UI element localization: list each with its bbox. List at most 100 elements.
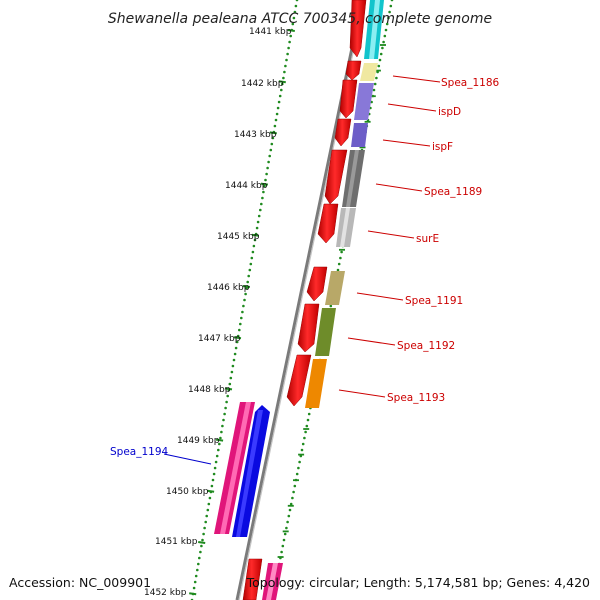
- gene-label-spea1186[interactable]: Spea_1186: [441, 77, 500, 89]
- inner-dot: [390, 0, 394, 2]
- gene-label-ispd[interactable]: ispD: [438, 106, 461, 118]
- inner-dot: [292, 490, 295, 494]
- inner-dot: [285, 526, 288, 530]
- outer-dot: [289, 34, 293, 38]
- gene-arrow-red[interactable]: [317, 203, 339, 244]
- outer-dot: [262, 190, 265, 194]
- gene-block-spea1193[interactable]: [305, 359, 327, 408]
- outer-dot: [204, 520, 207, 524]
- inner-dot: [372, 88, 376, 92]
- outer-dot: [213, 466, 217, 470]
- gene-label-ispf[interactable]: ispF: [432, 141, 453, 153]
- gene-label-spea1193[interactable]: Spea_1193: [387, 392, 445, 404]
- tick-mark: [287, 29, 295, 32]
- outer-dot: [253, 238, 257, 242]
- outer-dot: [287, 46, 290, 50]
- gene-arrow-red[interactable]: [345, 60, 362, 81]
- outer-dot: [221, 424, 224, 428]
- gene-arrow-red[interactable]: [286, 354, 312, 407]
- outer-dot: [294, 4, 298, 8]
- outer-dot: [235, 340, 239, 344]
- inner-dot: [300, 448, 304, 452]
- outer-dot: [194, 574, 198, 578]
- gene-label-spea1194[interactable]: Spea_1194: [110, 446, 169, 458]
- outer-dot: [261, 196, 264, 200]
- gene-label-spea1191[interactable]: Spea_1191: [405, 295, 463, 307]
- outer-dot: [255, 226, 259, 230]
- inner-dot: [286, 520, 289, 524]
- inner-dot: [382, 40, 385, 44]
- leader-line: [375, 183, 423, 192]
- tick-mark: [206, 489, 215, 493]
- outer-dot: [282, 76, 285, 80]
- tick-label: 1452 kbp: [144, 588, 187, 598]
- gene-arrow-red[interactable]: [306, 266, 328, 302]
- tick-label: 1444 kbp: [225, 181, 268, 191]
- outer-dot: [284, 64, 287, 68]
- outer-dot: [295, 0, 299, 2]
- outer-dot: [238, 328, 241, 332]
- gene-arrow-red[interactable]: [339, 79, 358, 119]
- outer-dot: [244, 292, 247, 296]
- inner-dot: [288, 508, 292, 512]
- gene-arrow-red[interactable]: [242, 558, 263, 600]
- outer-dot: [202, 532, 205, 536]
- gene-block-ispf[interactable]: [351, 123, 368, 147]
- outer-dot: [218, 442, 221, 446]
- gene-label-spea1192[interactable]: Spea_1192: [397, 340, 455, 352]
- outer-dot: [193, 580, 197, 584]
- gene-block-sure-highlight: [340, 208, 350, 247]
- inner-dot: [295, 472, 299, 476]
- inner-dot: [305, 424, 309, 428]
- outer-dot: [200, 544, 203, 548]
- gene-arrow-red[interactable]: [297, 303, 320, 353]
- outer-dot: [280, 88, 283, 92]
- outer-dot: [257, 214, 261, 218]
- outer-dot: [232, 358, 236, 362]
- outer-dot: [249, 262, 253, 266]
- gene-label-sure[interactable]: surE: [416, 233, 439, 245]
- outer-dot: [291, 22, 295, 26]
- outer-dot: [207, 502, 211, 506]
- inner-dot: [303, 436, 306, 440]
- inner-dot: [383, 34, 387, 38]
- outer-dot: [225, 400, 228, 404]
- tick-mark: [233, 336, 242, 340]
- inner-dot: [339, 256, 342, 260]
- gene-arrow-red[interactable]: [334, 118, 352, 147]
- outer-dot: [217, 448, 220, 452]
- outer-dotted-circle: [190, 0, 299, 600]
- outer-dot: [269, 148, 273, 152]
- outer-dot: [278, 94, 282, 98]
- gene-block-spea1191[interactable]: [325, 271, 345, 305]
- leader-line: [163, 453, 212, 465]
- inner-dot: [298, 460, 301, 464]
- inner-dot: [291, 496, 294, 500]
- gene-block-magenta-bottom-highlight: [266, 563, 278, 600]
- gene-block-spea1194-blue-highlight: [236, 410, 263, 537]
- inner-dot: [373, 82, 377, 86]
- outer-dot: [236, 334, 240, 338]
- map-title: Shewanella pealeana ATCC 700345, complet…: [108, 11, 492, 27]
- outer-dot: [271, 136, 275, 140]
- inner-dot: [340, 250, 343, 254]
- outer-dot: [197, 562, 200, 566]
- outer-dot: [214, 460, 218, 464]
- outer-dot: [274, 118, 278, 122]
- outer-dot: [263, 184, 266, 188]
- gene-label-spea1189[interactable]: Spea_1189: [424, 186, 482, 198]
- leader-line: [367, 230, 415, 239]
- outer-dot: [220, 430, 223, 434]
- inner-dot: [385, 22, 389, 26]
- gene-block-spea1186[interactable]: [360, 63, 378, 81]
- gene-labels: Spea_1186 ispD ispF Spea_1189 surE Spea_…: [110, 77, 500, 458]
- outer-dot: [256, 220, 260, 224]
- inner-dot: [387, 16, 390, 20]
- gene-arrow-red[interactable]: [349, 0, 367, 58]
- outer-dot: [286, 52, 289, 56]
- outer-dot: [293, 10, 297, 14]
- gene-arrow-red[interactable]: [324, 149, 348, 205]
- inner-dot: [293, 484, 297, 488]
- gene-block-spea1192[interactable]: [315, 308, 336, 356]
- gene-block-ispd[interactable]: [354, 83, 374, 120]
